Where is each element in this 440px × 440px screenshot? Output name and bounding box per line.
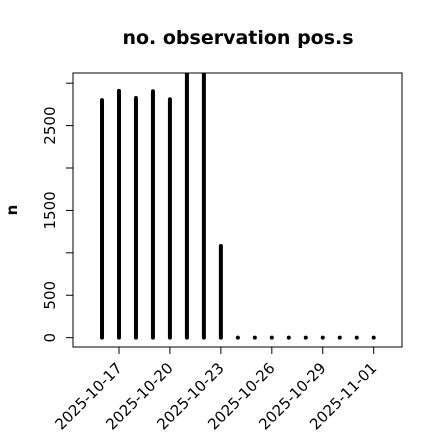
y-tick-label: 1500 (41, 191, 59, 229)
y-axis-label: n (3, 205, 21, 216)
y-tick-label: 0 (41, 333, 59, 343)
y-tick-label: 500 (41, 281, 59, 310)
bars (100, 73, 376, 340)
y-tick-label: 2500 (41, 107, 59, 145)
chart-title: no. observation pos.s (122, 27, 353, 49)
plot-frame (72, 72, 403, 348)
